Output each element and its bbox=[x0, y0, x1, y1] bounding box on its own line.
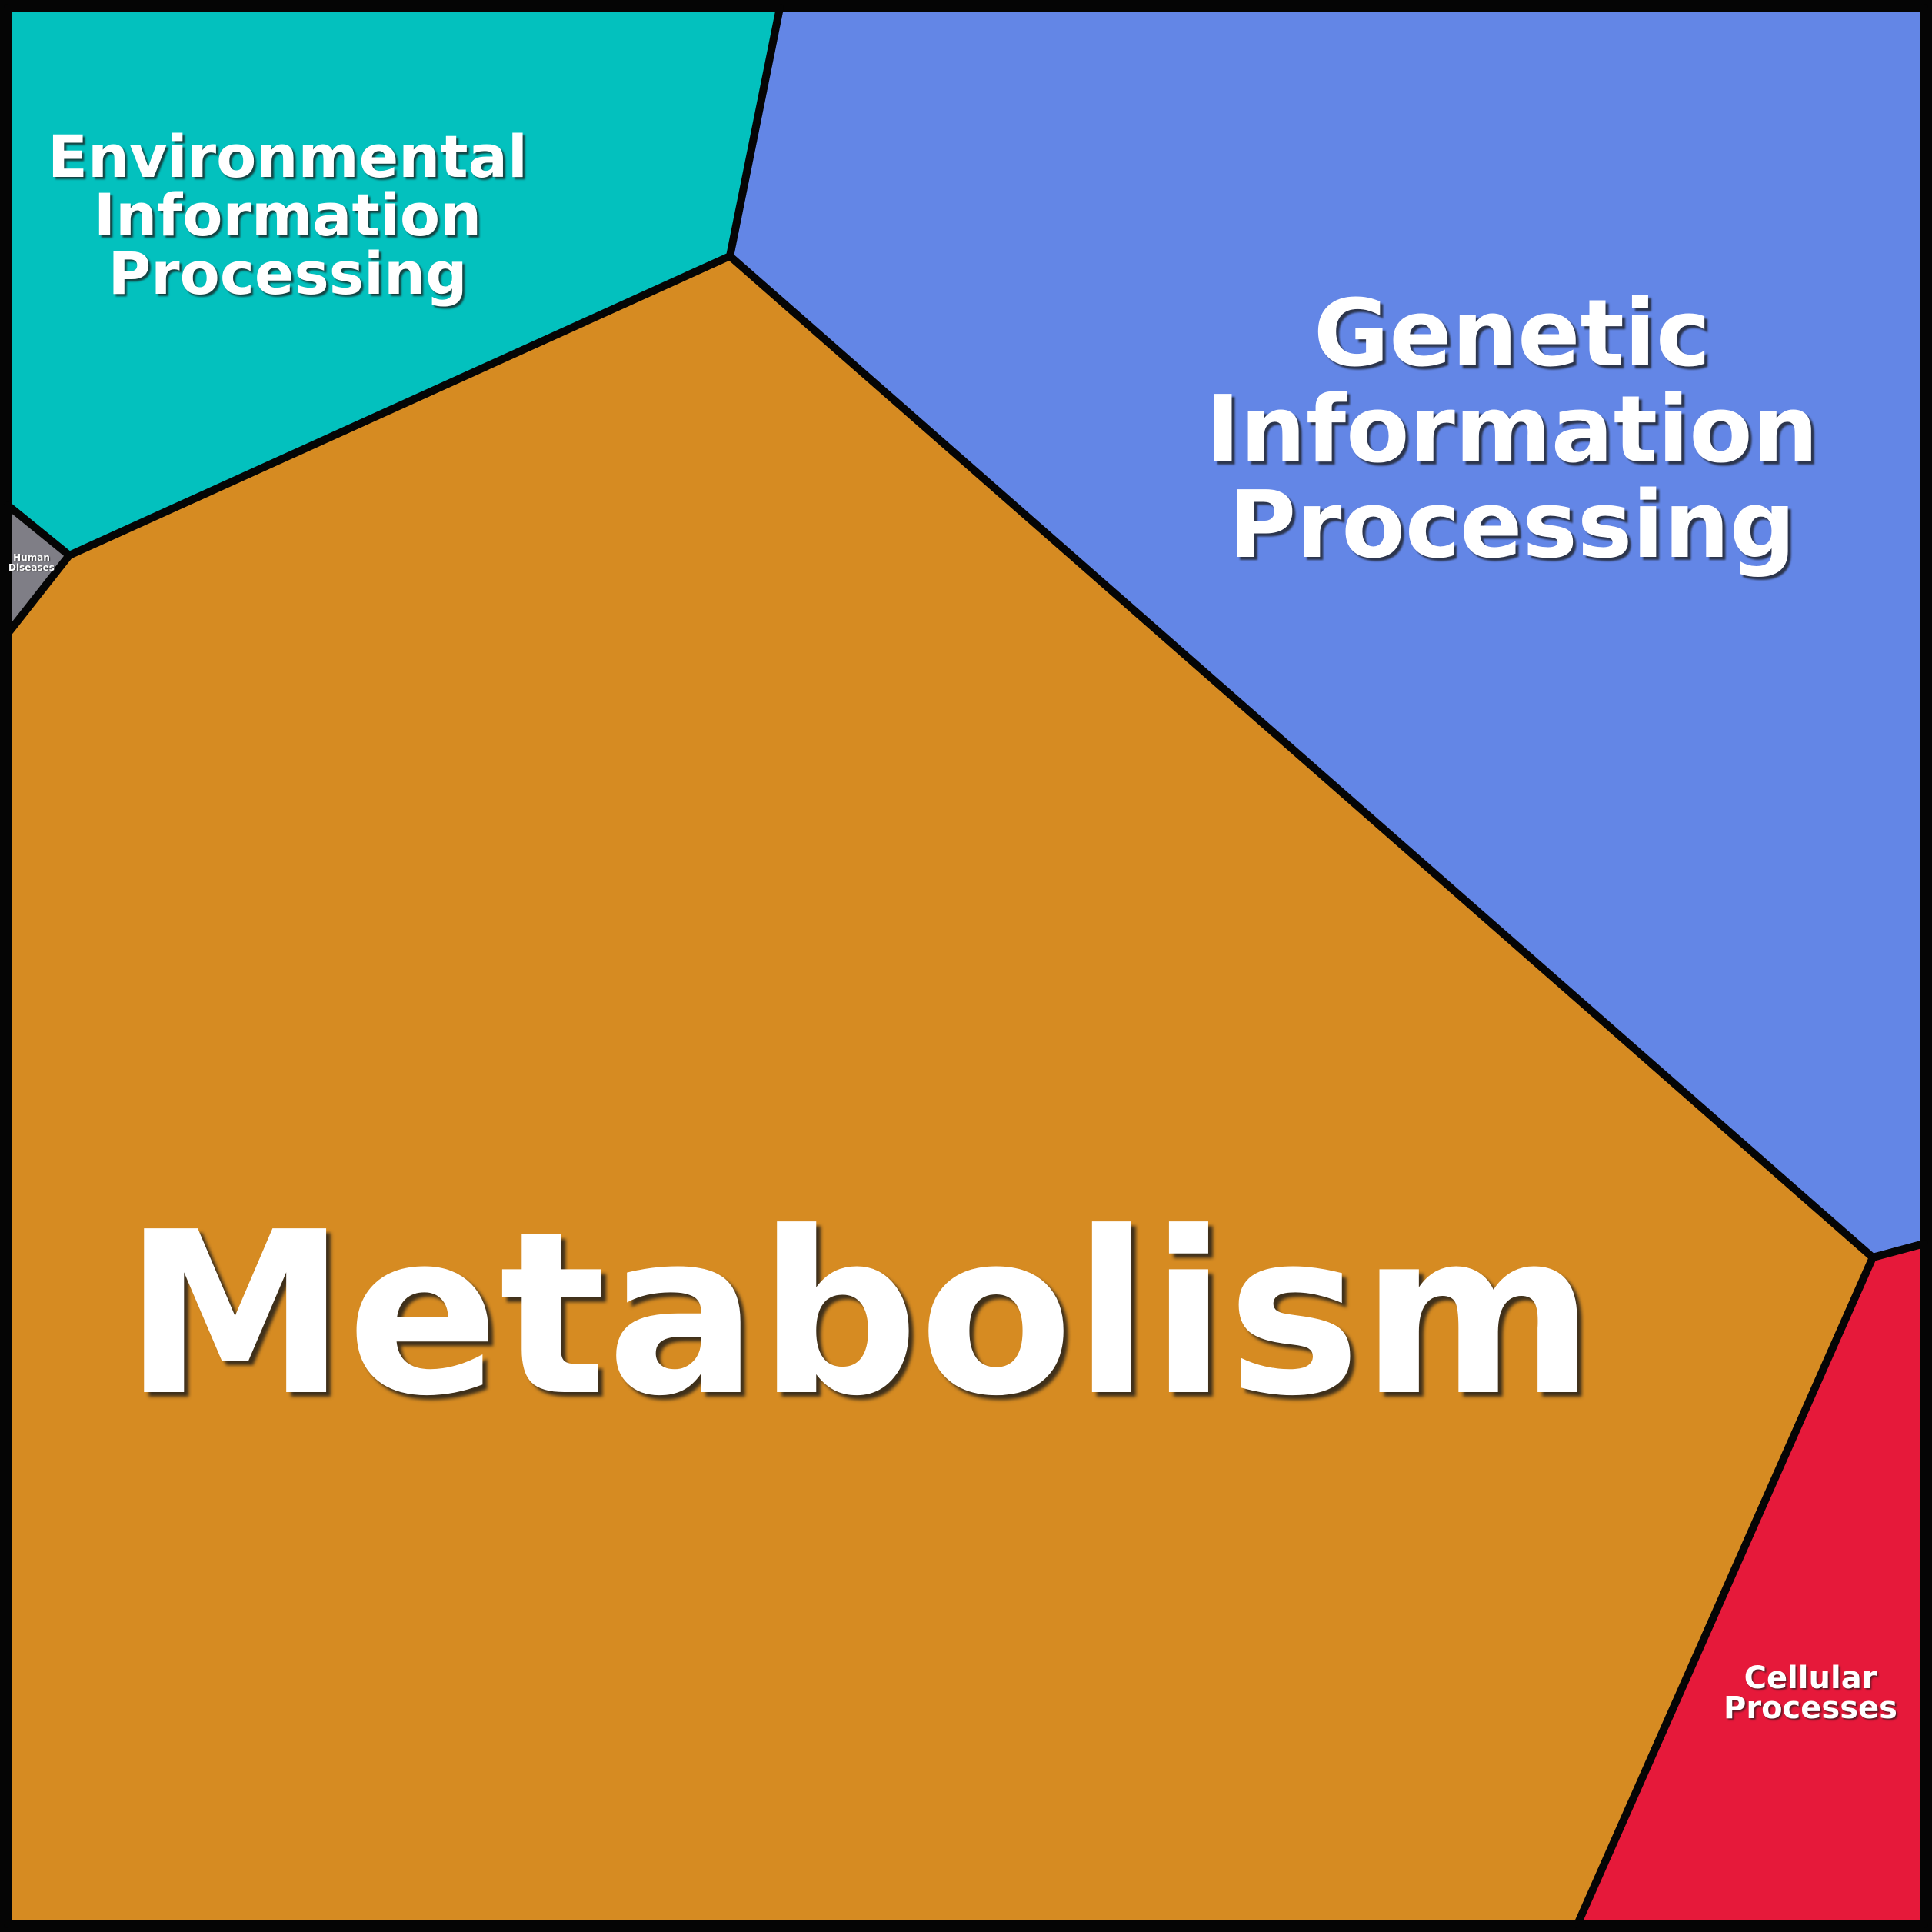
label-human-diseases: Human Diseases bbox=[8, 552, 55, 573]
label-line: Processing bbox=[1228, 472, 1795, 579]
label-line: Information bbox=[1206, 377, 1818, 484]
label-line: Genetic bbox=[1314, 281, 1710, 388]
label-line: Human bbox=[13, 552, 50, 563]
region-cellular-processes[interactable] bbox=[1574, 1240, 1928, 1928]
label-line: Environmental bbox=[48, 122, 528, 191]
label-line: Information bbox=[94, 181, 481, 249]
label-line: Processing bbox=[108, 239, 467, 308]
label-metabolism: Metabolism bbox=[123, 1184, 1594, 1445]
label-genetic-information-processing: Genetic Information Processing bbox=[1206, 281, 1818, 579]
label-line: Metabolism bbox=[123, 1184, 1594, 1445]
label-line: Processes bbox=[1724, 1690, 1897, 1726]
region-environmental-information-processing[interactable] bbox=[4, 4, 784, 559]
region-human-diseases[interactable] bbox=[4, 501, 73, 635]
label-line: Diseases bbox=[8, 562, 55, 573]
label-environmental-information-processing: Environmental Information Processing bbox=[48, 122, 528, 308]
label-cellular-processes: Cellular Processes bbox=[1724, 1661, 1897, 1726]
label-line: Cellular bbox=[1744, 1661, 1877, 1696]
